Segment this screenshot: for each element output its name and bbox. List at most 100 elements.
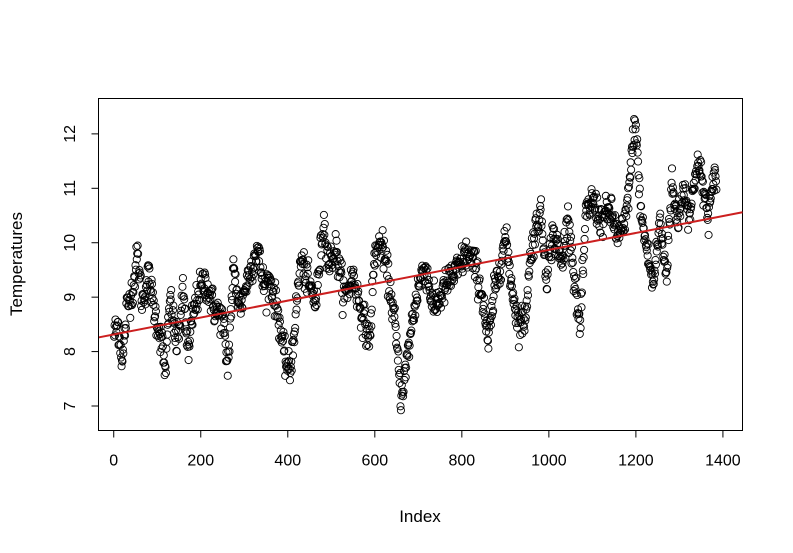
data-point bbox=[697, 172, 706, 181]
data-point bbox=[622, 212, 631, 221]
data-point bbox=[453, 270, 462, 279]
data-point bbox=[598, 232, 607, 242]
data-point bbox=[389, 301, 398, 310]
data-point bbox=[551, 236, 560, 245]
data-point bbox=[704, 230, 713, 239]
data-point bbox=[384, 259, 393, 268]
data-point bbox=[664, 236, 673, 245]
data-point bbox=[525, 267, 534, 276]
x-tick-label: 200 bbox=[187, 453, 214, 470]
data-point bbox=[322, 241, 332, 250]
data-point bbox=[160, 371, 169, 380]
data-point bbox=[475, 274, 484, 283]
data-point bbox=[231, 270, 240, 279]
data-point bbox=[576, 324, 585, 333]
data-point bbox=[166, 290, 175, 299]
data-point bbox=[538, 236, 547, 245]
y-tick-label: 7 bbox=[62, 401, 79, 410]
data-point bbox=[474, 283, 483, 292]
data-point bbox=[292, 305, 301, 314]
data-point bbox=[185, 342, 194, 351]
data-point bbox=[567, 232, 576, 241]
data-point bbox=[523, 302, 532, 311]
data-point bbox=[522, 296, 531, 305]
data-point bbox=[369, 270, 378, 279]
data-point bbox=[278, 337, 288, 346]
data-point bbox=[360, 300, 369, 309]
data-point bbox=[208, 284, 217, 293]
data-point bbox=[577, 288, 586, 297]
data-point bbox=[160, 358, 169, 367]
data-point bbox=[605, 204, 614, 213]
data-point bbox=[191, 304, 201, 313]
data-point bbox=[196, 275, 205, 284]
y-axis: 7 8 9 10 11 12 bbox=[62, 125, 99, 410]
data-point bbox=[381, 255, 390, 264]
data-point bbox=[391, 322, 400, 332]
data-point bbox=[499, 246, 508, 255]
data-point bbox=[178, 273, 187, 283]
data-point bbox=[620, 209, 629, 218]
data-point bbox=[628, 125, 637, 134]
data-point bbox=[624, 184, 633, 193]
data-point bbox=[449, 271, 458, 280]
data-point bbox=[338, 310, 347, 320]
data-point bbox=[633, 148, 642, 157]
data-point bbox=[479, 301, 488, 310]
data-point bbox=[660, 250, 669, 259]
data-point bbox=[377, 244, 386, 253]
data-point bbox=[318, 229, 327, 239]
data-point bbox=[128, 298, 137, 307]
data-point bbox=[134, 269, 143, 278]
data-point bbox=[338, 298, 348, 307]
data-point bbox=[162, 337, 171, 346]
data-point bbox=[266, 277, 275, 286]
data-point bbox=[704, 209, 713, 218]
data-point bbox=[326, 242, 335, 251]
x-tick-label: 800 bbox=[448, 453, 475, 470]
data-point bbox=[504, 248, 513, 257]
data-point bbox=[488, 296, 497, 305]
data-point bbox=[220, 328, 229, 338]
data-point bbox=[489, 306, 498, 315]
data-point bbox=[220, 319, 229, 328]
data-point bbox=[392, 331, 401, 341]
data-point bbox=[505, 269, 514, 278]
data-point bbox=[658, 234, 667, 243]
data-point bbox=[258, 263, 268, 272]
data-point bbox=[438, 294, 447, 303]
data-point bbox=[208, 290, 217, 299]
data-point bbox=[304, 256, 313, 265]
data-point bbox=[635, 174, 644, 183]
data-point bbox=[625, 178, 634, 187]
data-point bbox=[563, 202, 573, 211]
data-point bbox=[188, 320, 197, 329]
data-point bbox=[130, 282, 140, 291]
data-point bbox=[320, 230, 329, 239]
data-point bbox=[372, 251, 381, 260]
data-point bbox=[320, 219, 329, 229]
data-point bbox=[280, 331, 289, 341]
data-point bbox=[624, 204, 633, 213]
data-point bbox=[286, 362, 295, 371]
y-tick-label: 10 bbox=[62, 234, 79, 252]
data-point bbox=[206, 295, 215, 304]
data-point bbox=[269, 283, 278, 292]
data-point bbox=[505, 261, 514, 270]
data-point bbox=[183, 327, 192, 336]
y-tick-label: 11 bbox=[62, 180, 79, 197]
data-point bbox=[543, 265, 553, 274]
data-point bbox=[246, 261, 255, 271]
data-point bbox=[372, 259, 382, 268]
data-point bbox=[335, 254, 344, 263]
data-point bbox=[221, 331, 230, 340]
data-point bbox=[486, 320, 496, 330]
data-point bbox=[564, 216, 573, 225]
data-point bbox=[392, 339, 401, 348]
data-point bbox=[681, 180, 690, 189]
data-point bbox=[559, 251, 568, 260]
data-point bbox=[570, 274, 580, 283]
data-point bbox=[523, 291, 533, 300]
data-point bbox=[117, 353, 126, 362]
data-point bbox=[634, 157, 643, 166]
